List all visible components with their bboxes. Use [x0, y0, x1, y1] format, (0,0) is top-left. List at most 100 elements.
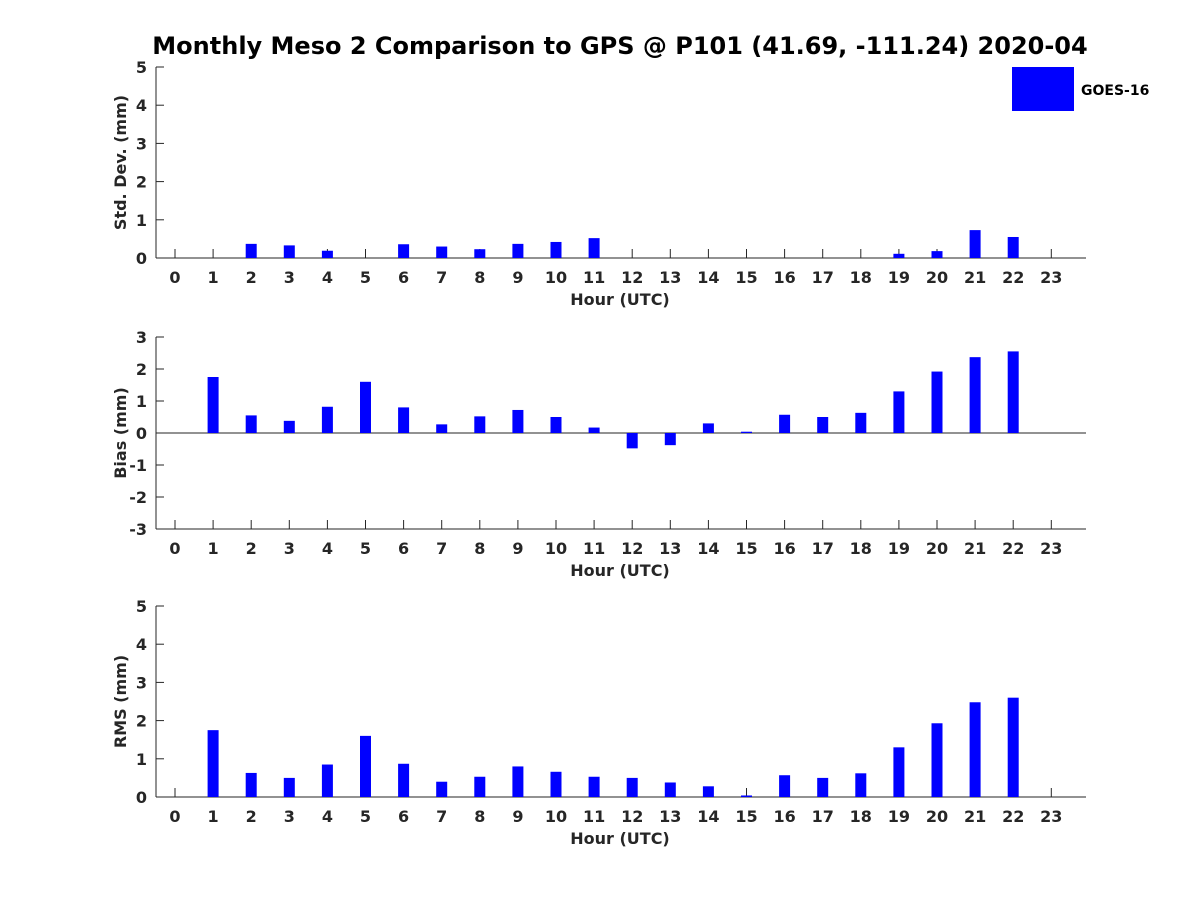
x-tick-label: 19 [888, 807, 910, 826]
bar-rms-hour-16 [779, 775, 791, 797]
x-tick-label: 9 [512, 807, 523, 826]
y-tick-label: 3 [136, 134, 147, 153]
x-tick-label: 13 [659, 539, 681, 558]
bar-rms-hour-13 [664, 782, 676, 797]
bar-std-dev-hour-8 [474, 249, 486, 258]
bar-rms-hour-7 [436, 781, 448, 797]
bar-rms-hour-22 [1007, 697, 1019, 797]
x-tick-label: 18 [850, 807, 872, 826]
x-tick-label: 12 [621, 539, 643, 558]
y-tick-label: 4 [136, 635, 147, 654]
x-tick-label: 1 [208, 539, 219, 558]
x-tick-label: 17 [812, 807, 834, 826]
bar-rms-hour-4 [321, 764, 333, 797]
bar-std-dev-hour-20 [931, 251, 943, 258]
bar-rms-hour-17 [817, 777, 829, 797]
bar-rms-hour-11 [588, 776, 600, 797]
bar-rms-hour-20 [931, 723, 943, 797]
legend-swatch [1012, 67, 1074, 111]
x-tick-label: 4 [322, 807, 333, 826]
x-tick-label: 8 [474, 539, 485, 558]
bar-bias-hour-2 [245, 415, 257, 433]
y-tick-label: 1 [136, 211, 147, 230]
bar-bias-hour-8 [474, 416, 486, 433]
bar-bias-hour-21 [969, 357, 981, 433]
x-tick-label: 22 [1002, 807, 1024, 826]
bar-bias-hour-17 [817, 417, 829, 433]
x-tick-label: 16 [773, 807, 795, 826]
y-tick-label: -2 [129, 488, 147, 507]
bar-rms-hour-8 [474, 776, 486, 797]
y-tick-label: 0 [136, 788, 147, 807]
y-tick-label: 4 [136, 96, 147, 115]
x-axis-label: Hour (UTC) [570, 829, 670, 848]
bar-rms-hour-6 [398, 763, 410, 797]
x-tick-label: 10 [545, 539, 567, 558]
x-tick-label: 5 [360, 807, 371, 826]
bar-bias-hour-7 [436, 424, 448, 433]
bar-rms-hour-1 [207, 730, 219, 797]
x-tick-label: 19 [888, 268, 910, 287]
bar-rms-hour-15 [741, 795, 752, 797]
x-tick-label: 9 [512, 539, 523, 558]
y-tick-label: 2 [136, 360, 147, 379]
bar-rms-hour-9 [512, 766, 524, 797]
x-tick-label: 4 [322, 268, 333, 287]
bar-std-dev-hour-10 [550, 241, 562, 258]
y-tick-label: 2 [136, 173, 147, 192]
x-tick-label: 0 [169, 539, 180, 558]
x-tick-label: 11 [583, 268, 605, 287]
chart-title: Monthly Meso 2 Comparison to GPS @ P101 … [152, 32, 1087, 60]
x-tick-label: 14 [697, 268, 719, 287]
y-tick-label: -1 [129, 456, 147, 475]
x-tick-label: 6 [398, 268, 409, 287]
y-tick-label: 3 [136, 328, 147, 347]
x-tick-label: 11 [583, 539, 605, 558]
bar-bias-hour-12 [626, 433, 638, 449]
x-tick-label: 7 [436, 268, 447, 287]
bar-rms-hour-5 [360, 735, 371, 797]
bar-std-dev-hour-2 [245, 243, 257, 258]
x-tick-label: 16 [773, 268, 795, 287]
bar-bias-hour-6 [398, 407, 410, 433]
x-tick-label: 2 [246, 807, 257, 826]
x-tick-label: 22 [1002, 268, 1024, 287]
y-tick-label: -3 [129, 520, 147, 539]
bar-bias-hour-19 [893, 391, 905, 433]
x-tick-label: 3 [284, 268, 295, 287]
x-tick-label: 21 [964, 539, 986, 558]
bar-bias-hour-14 [702, 423, 714, 433]
bar-std-dev-hour-6 [398, 244, 410, 258]
bar-bias-hour-20 [931, 371, 943, 433]
y-axis-label: RMS (mm) [111, 655, 130, 748]
bar-bias-hour-15 [741, 431, 752, 433]
x-tick-label: 18 [850, 268, 872, 287]
bar-rms-hour-19 [893, 747, 905, 797]
bar-bias-hour-3 [283, 420, 295, 433]
x-tick-label: 3 [284, 539, 295, 558]
x-tick-label: 20 [926, 807, 948, 826]
x-tick-label: 10 [545, 807, 567, 826]
bar-bias-hour-11 [588, 427, 600, 433]
y-tick-label: 5 [136, 597, 147, 616]
x-tick-label: 6 [398, 807, 409, 826]
x-tick-label: 18 [850, 539, 872, 558]
x-tick-label: 22 [1002, 539, 1024, 558]
x-tick-label: 17 [812, 268, 834, 287]
y-tick-label: 5 [136, 58, 147, 77]
bar-bias-hour-22 [1007, 351, 1019, 433]
bar-bias-hour-4 [321, 406, 333, 433]
x-tick-label: 7 [436, 539, 447, 558]
bar-bias-hour-5 [360, 381, 371, 433]
bar-std-dev-hour-7 [436, 246, 448, 258]
bar-rms-hour-14 [702, 786, 714, 797]
x-tick-label: 12 [621, 807, 643, 826]
bar-rms-hour-3 [283, 777, 295, 797]
x-tick-label: 6 [398, 539, 409, 558]
x-tick-label: 5 [360, 268, 371, 287]
